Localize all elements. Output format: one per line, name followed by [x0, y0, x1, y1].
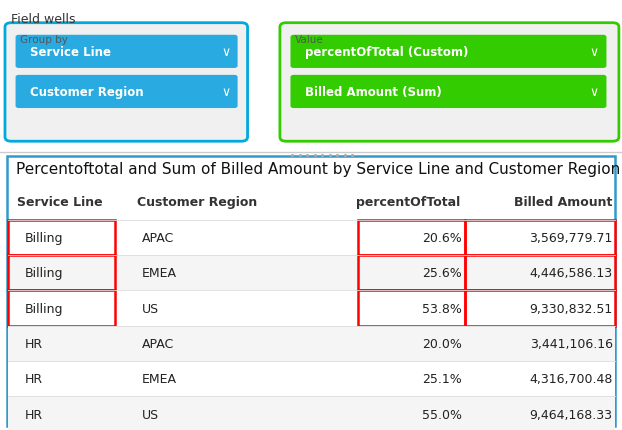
Text: Percentoftotal and Sum of Billed Amount by Service Line and Customer Region: Percentoftotal and Sum of Billed Amount … — [16, 162, 620, 177]
Text: US: US — [142, 302, 159, 315]
Text: 20.6%: 20.6% — [422, 231, 462, 244]
Bar — [358, 220, 465, 255]
Text: 55.0%: 55.0% — [422, 408, 462, 421]
Text: Customer Region: Customer Region — [137, 196, 257, 209]
Text: 3,441,106.16: 3,441,106.16 — [530, 337, 613, 350]
Bar — [8, 326, 615, 361]
Text: 9,330,832.51: 9,330,832.51 — [529, 302, 613, 315]
Text: Billed Amount: Billed Amount — [514, 196, 613, 209]
Text: 9,464,168.33: 9,464,168.33 — [530, 408, 613, 421]
Text: Billing: Billing — [25, 231, 63, 244]
Text: percentOfTotal (Custom): percentOfTotal (Custom) — [305, 46, 468, 59]
Bar — [7, 157, 615, 426]
FancyBboxPatch shape — [5, 24, 248, 142]
Text: Billing: Billing — [25, 267, 63, 280]
Text: ∨: ∨ — [590, 46, 598, 59]
Text: HR: HR — [25, 408, 43, 421]
Text: APAC: APAC — [142, 231, 174, 244]
Text: HR: HR — [25, 337, 43, 350]
Text: EMEA: EMEA — [142, 372, 177, 385]
Text: Customer Region: Customer Region — [30, 86, 144, 99]
Bar — [465, 255, 615, 291]
Text: APAC: APAC — [142, 337, 174, 350]
Text: Service Line: Service Line — [30, 46, 111, 59]
Text: percentOfTotal: percentOfTotal — [356, 196, 460, 209]
Bar — [8, 361, 615, 396]
Text: 53.8%: 53.8% — [422, 302, 462, 315]
Text: Billing: Billing — [25, 302, 63, 315]
Text: 25.1%: 25.1% — [422, 372, 462, 385]
Text: ∨: ∨ — [590, 86, 598, 99]
Bar — [8, 220, 115, 255]
Text: Value: Value — [295, 35, 323, 45]
Text: Billed Amount (Sum): Billed Amount (Sum) — [305, 86, 442, 99]
Text: HR: HR — [25, 372, 43, 385]
Text: Group by: Group by — [20, 35, 68, 45]
Bar — [358, 291, 465, 326]
Bar — [465, 291, 615, 326]
Bar — [8, 220, 615, 255]
Bar — [8, 255, 115, 291]
Text: 4,446,586.13: 4,446,586.13 — [529, 267, 613, 280]
Bar — [8, 291, 115, 326]
Bar — [8, 291, 615, 326]
Bar — [8, 255, 615, 291]
Text: EMEA: EMEA — [142, 267, 177, 280]
Text: 25.6%: 25.6% — [422, 267, 462, 280]
Bar — [465, 220, 615, 255]
FancyBboxPatch shape — [280, 24, 619, 142]
FancyBboxPatch shape — [16, 76, 238, 109]
FancyBboxPatch shape — [290, 76, 606, 109]
Text: 20.0%: 20.0% — [422, 337, 462, 350]
Text: ∨: ∨ — [222, 86, 231, 99]
Text: ∨: ∨ — [222, 46, 231, 59]
FancyBboxPatch shape — [16, 36, 238, 69]
Text: 3,569,779.71: 3,569,779.71 — [529, 231, 613, 244]
Text: 4,316,700.48: 4,316,700.48 — [529, 372, 613, 385]
Text: Service Line: Service Line — [17, 196, 103, 209]
Text: Field wells: Field wells — [11, 13, 76, 26]
FancyBboxPatch shape — [290, 36, 606, 69]
Bar — [358, 255, 465, 291]
Text: US: US — [142, 408, 159, 421]
Bar — [8, 396, 615, 430]
